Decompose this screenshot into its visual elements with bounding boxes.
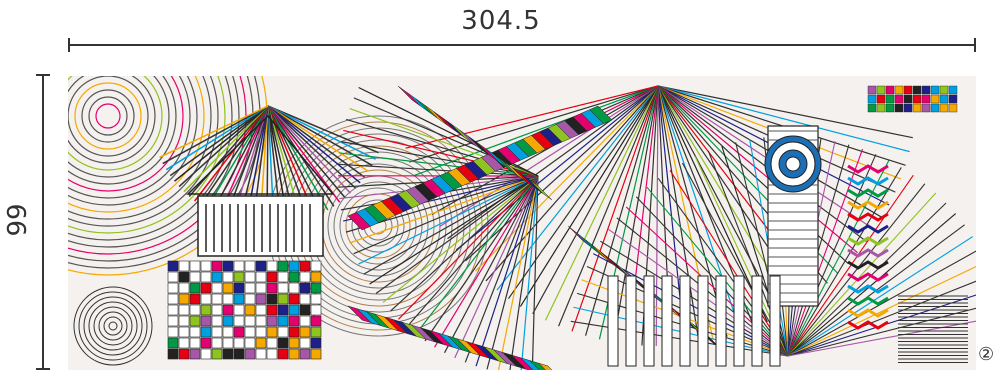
width-dimension-line: [68, 38, 976, 52]
figure-number: ②: [978, 344, 995, 365]
width-label: 304.5: [461, 6, 541, 36]
artwork-image: [68, 76, 976, 370]
height-label: 99: [3, 203, 33, 237]
height-dimension-line: [36, 74, 50, 370]
artwork-drawing: [68, 76, 976, 370]
